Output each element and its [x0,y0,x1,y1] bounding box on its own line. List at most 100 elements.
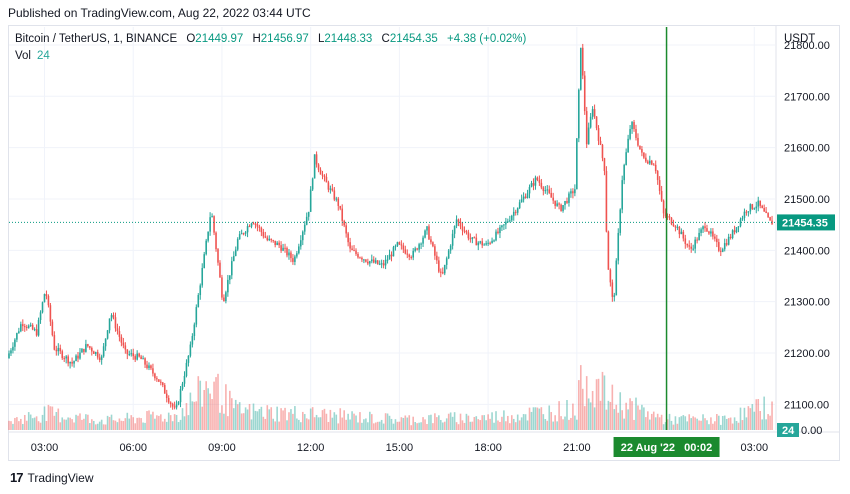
volume-bar [307,419,310,430]
currency-label[interactable]: USDT [784,33,816,45]
candle-body [357,253,359,258]
volume-bar [140,418,142,430]
volume-bar [116,422,119,430]
volume-bar [765,419,767,430]
footer-brand[interactable]: 17 TradingView [10,470,94,485]
volume-bar [47,404,50,430]
candle-body [268,238,271,241]
candle-body [402,245,405,250]
candle-body [461,226,464,231]
volume-bar [668,413,671,430]
volume-bar [130,415,133,430]
candle-body [262,232,265,237]
volume-bar [110,414,113,430]
volume-bar [215,377,217,430]
symbol-label[interactable]: Bitcoin / TetherUS, 1, BINANCE [15,33,178,45]
volume-bar [723,415,726,430]
volume-bar [589,402,592,430]
candle-body [108,318,111,331]
candle-body [209,217,211,232]
volume-bar [329,409,332,430]
volume-bar [625,402,627,430]
candle-body [169,402,172,404]
volume-bar [637,405,639,430]
candle-body [378,263,381,265]
close-value: 21454.35 [389,33,438,45]
candle-body [252,223,255,225]
volume-bar [647,411,649,430]
candle-body [313,154,316,179]
volume-bar [656,413,659,430]
candle-body [526,193,529,198]
volume-bar [447,413,450,430]
candle-body [331,188,334,191]
candle-body [282,247,284,251]
candle-body [723,243,726,250]
candle-body [167,398,170,403]
volume-bar [538,408,541,430]
candle-body [296,253,298,257]
volume-bar [369,411,371,430]
volume-bar [702,414,704,430]
candle-body [92,351,95,354]
last-price-badge: 21454.35 [777,214,835,231]
volume-bar [209,393,211,430]
volume-bar [471,421,474,430]
volume-bar [165,421,168,430]
candle-body [522,196,525,200]
volume-bar [343,410,345,430]
volume-bar [674,416,677,430]
candle-body [412,250,414,258]
volume-bar [382,423,385,430]
volume-bar [755,399,758,430]
candle-body [380,263,383,265]
volume-bar [552,421,554,430]
candle-body [341,208,344,221]
volume-bar [258,409,261,430]
y-tick-label: 21200.00 [784,348,830,360]
volume-bar [412,416,414,430]
candle-body [550,192,553,198]
volume-bar [386,413,389,430]
candle-body [71,361,73,364]
candle-body [27,325,30,328]
candle-body [534,177,537,186]
candle-body [694,239,696,249]
volume-bar [739,407,742,430]
volume-bar [94,424,97,430]
volume-bar [455,422,458,430]
volume-bar [296,418,298,430]
candle-body [447,250,450,259]
volume-bar [61,417,64,430]
volume-bar [441,422,444,430]
volume-bar [725,418,728,430]
candle-body [146,364,148,369]
candle-body [615,260,618,296]
volume-bar [499,421,501,430]
candle-body [666,216,669,218]
volume-bar [473,416,476,430]
volume-bar [759,410,762,430]
volume-bar [514,422,517,430]
candle-body [538,180,541,183]
candle-body [39,312,42,321]
volume-bar [708,424,710,430]
volume-bar [763,396,765,430]
volume-bar [219,412,221,430]
candle-body [307,211,310,217]
volume-bar [156,415,158,430]
volume-bar [572,403,574,430]
volume-bar [87,414,89,430]
candle-body [248,226,251,228]
volume-bar [426,424,428,430]
candle-body [564,200,566,206]
candle-body [755,206,758,209]
volume-bar [540,407,543,430]
crosshair-time-label: 22 Aug '22 00:02 [621,442,712,454]
candle-body [731,230,734,238]
volume-bar [67,417,69,430]
volume-bar [33,417,36,430]
candle-body [367,261,369,264]
volume-bar [270,407,273,430]
